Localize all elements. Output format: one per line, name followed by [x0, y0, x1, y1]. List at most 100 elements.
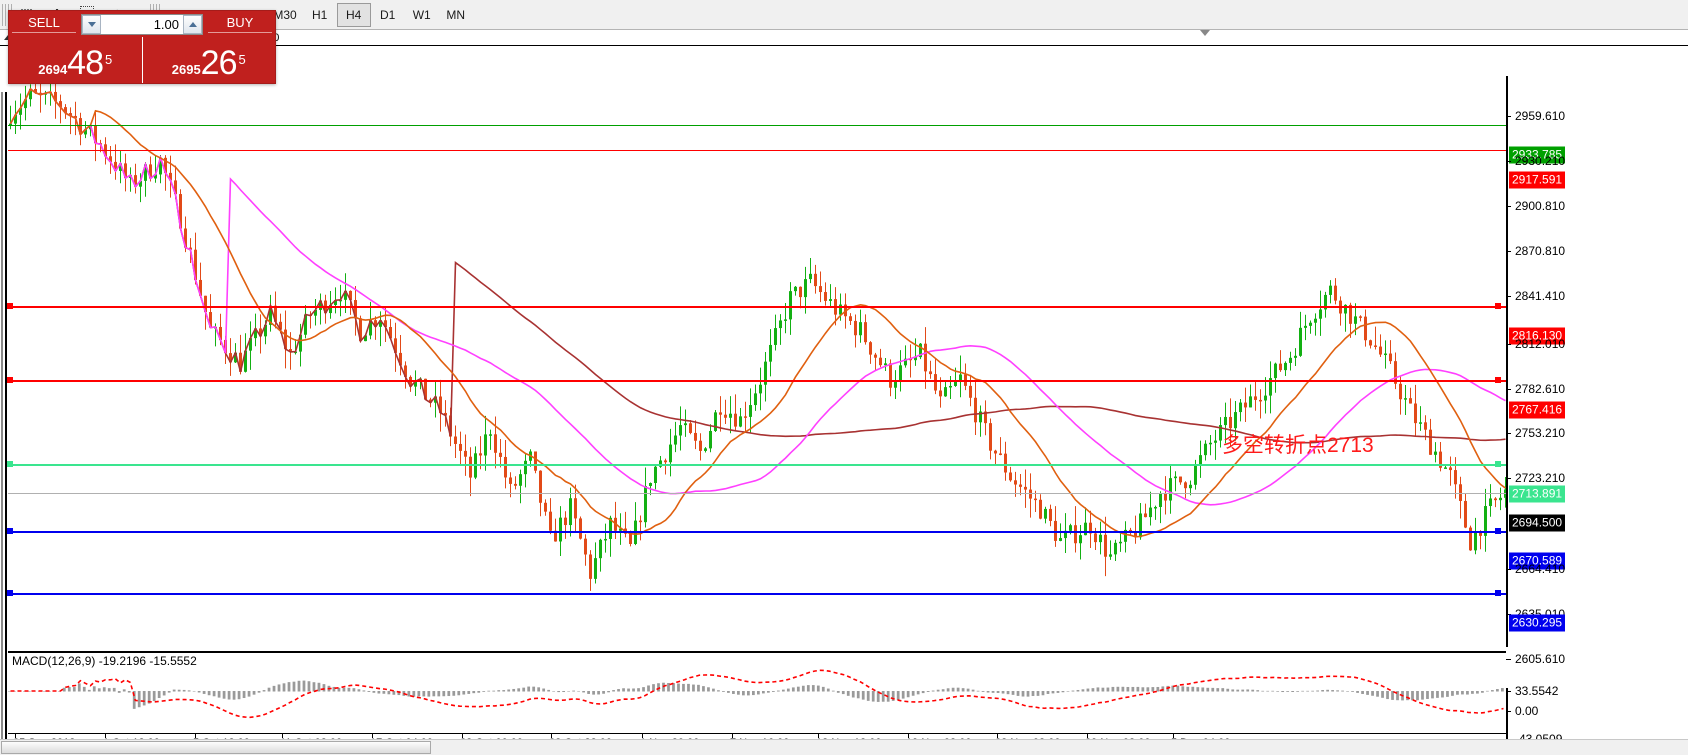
price-level-tag[interactable]: 2630.295	[1509, 614, 1566, 632]
price-level-tag[interactable]: 2713.891	[1509, 485, 1566, 503]
price-tick	[1506, 161, 1511, 162]
price-level-tag[interactable]: 2917.591	[1509, 171, 1566, 189]
price-tick	[1506, 659, 1511, 660]
time-tick	[551, 734, 552, 738]
price-tick	[1506, 296, 1511, 297]
moving-average-magenta	[9, 87, 1506, 506]
price-level-tag[interactable]: 2767.416	[1509, 401, 1566, 419]
price-tick-label: 2841.410	[1515, 289, 1566, 303]
price-tick	[1506, 116, 1511, 117]
macd-tick-label: 33.5542	[1515, 684, 1559, 698]
price-tick-label: 2812.010	[1515, 337, 1566, 351]
price-tick	[1506, 389, 1511, 390]
candlestick-series	[9, 74, 1507, 591]
level-line-handle[interactable]	[1495, 303, 1501, 309]
chart-stage: 多空转折点2713 MACD(12,26,9) -19.2196 -15.555…	[0, 46, 1688, 755]
chart-annotation-text[interactable]: 多空转折点2713	[1222, 434, 1374, 457]
buy-price-whole: 2695	[171, 62, 201, 77]
time-tick	[282, 734, 283, 738]
scrollbar-thumb[interactable]	[1, 741, 431, 754]
price-tick-label: 2753.210	[1515, 426, 1566, 440]
macd-tick	[1506, 711, 1511, 712]
price-level-tag[interactable]: 2816.130	[1509, 327, 1566, 345]
macd-panel-divider	[8, 651, 1506, 653]
level-line[interactable]	[8, 125, 1508, 126]
price-axis[interactable]: 2959.610 2933.785 2930.210 2917.591 2900.810…	[1506, 76, 1688, 754]
price-level-tag[interactable]: 2694.500	[1509, 514, 1566, 532]
timeframe-h4[interactable]: H4	[336, 2, 371, 27]
time-tick	[15, 734, 16, 738]
chevron-down-icon	[87, 21, 96, 27]
buy-button[interactable]: BUY	[208, 15, 272, 33]
timeframe-mn[interactable]: MN	[446, 7, 466, 22]
time-tick	[818, 734, 819, 738]
level-line-handle[interactable]	[1495, 461, 1501, 467]
macd-canvas	[8, 669, 1504, 719]
level-line-handle[interactable]	[1495, 590, 1501, 596]
one-click-trading-panel[interactable]: SELL 1.00 BUY 2694 48 5 2695 26 5	[8, 10, 276, 84]
time-tick	[195, 734, 196, 738]
price-tick	[1506, 344, 1511, 345]
toolbar-drag-grip[interactable]	[2, 3, 12, 26]
price-tick	[1506, 478, 1511, 479]
level-line-handle[interactable]	[7, 590, 13, 596]
level-line[interactable]	[8, 150, 1508, 151]
volume-decrement-button[interactable]	[82, 14, 101, 34]
timeframe-m30[interactable]: M30	[273, 7, 297, 22]
timeframe-w1[interactable]: W1	[412, 7, 431, 22]
level-line-handle[interactable]	[7, 461, 13, 467]
time-tick	[105, 734, 106, 738]
moving-average-orange	[9, 87, 1506, 538]
time-tick	[1087, 734, 1088, 738]
level-line[interactable]	[8, 593, 1508, 595]
price-tick	[1506, 569, 1511, 570]
time-tick	[908, 734, 909, 738]
price-tick	[1506, 206, 1511, 207]
sell-price-frac: 5	[105, 52, 113, 67]
time-tick	[1173, 734, 1174, 738]
timeframe-h1[interactable]: H1	[312, 7, 328, 22]
price-tick-label: 2723.210	[1515, 471, 1566, 485]
price-tick-label: 2930.210	[1515, 154, 1566, 168]
macd-signal-line	[10, 669, 1504, 719]
horizontal-scrollbar[interactable]	[0, 739, 1688, 755]
level-line[interactable]	[8, 464, 1508, 466]
level-line[interactable]	[8, 306, 1508, 308]
level-line[interactable]	[8, 380, 1508, 382]
sell-price-pips: 48	[67, 44, 104, 82]
macd-tick-label: 0.00	[1515, 704, 1539, 718]
price-tick-label: 2605.610	[1515, 652, 1566, 666]
sell-button[interactable]: SELL	[12, 15, 76, 33]
price-tick-label: 2900.810	[1515, 199, 1566, 213]
chevron-up-icon	[188, 21, 197, 27]
quote-divider	[141, 37, 143, 83]
sell-price-whole: 2694	[38, 62, 68, 77]
level-line-handle[interactable]	[7, 303, 13, 309]
macd-histogram	[8, 680, 1504, 709]
volume-increment-button[interactable]	[183, 14, 202, 34]
price-tick	[1506, 614, 1511, 615]
macd-axis-line	[1506, 688, 1508, 754]
level-line[interactable]	[8, 493, 1508, 494]
price-level-tag[interactable]: 2933.785	[1509, 146, 1566, 164]
price-chart-canvas[interactable]	[8, 46, 1508, 646]
level-line-handle[interactable]	[1495, 528, 1501, 534]
price-axis-line	[1506, 76, 1508, 647]
level-line[interactable]	[8, 531, 1508, 533]
sell-price-quote[interactable]: 2694 48 5	[9, 37, 142, 83]
volume-stepper[interactable]: 1.00	[81, 13, 203, 35]
level-line-handle[interactable]	[7, 377, 13, 383]
level-line-handle[interactable]	[7, 528, 13, 534]
time-tick	[372, 734, 373, 738]
timeframe-d1[interactable]: D1	[380, 7, 396, 22]
time-tick	[997, 734, 998, 738]
left-edge-rail	[0, 92, 8, 755]
macd-tick	[1506, 691, 1511, 692]
level-line-handle[interactable]	[1495, 377, 1501, 383]
buy-price-frac: 5	[238, 52, 246, 67]
moving-average-darkred	[9, 87, 1506, 444]
price-level-tag[interactable]: 2670.589	[1509, 552, 1566, 570]
buy-price-quote[interactable]: 2695 26 5	[143, 37, 276, 83]
price-tick	[1506, 433, 1511, 434]
volume-value[interactable]: 1.00	[153, 16, 179, 32]
